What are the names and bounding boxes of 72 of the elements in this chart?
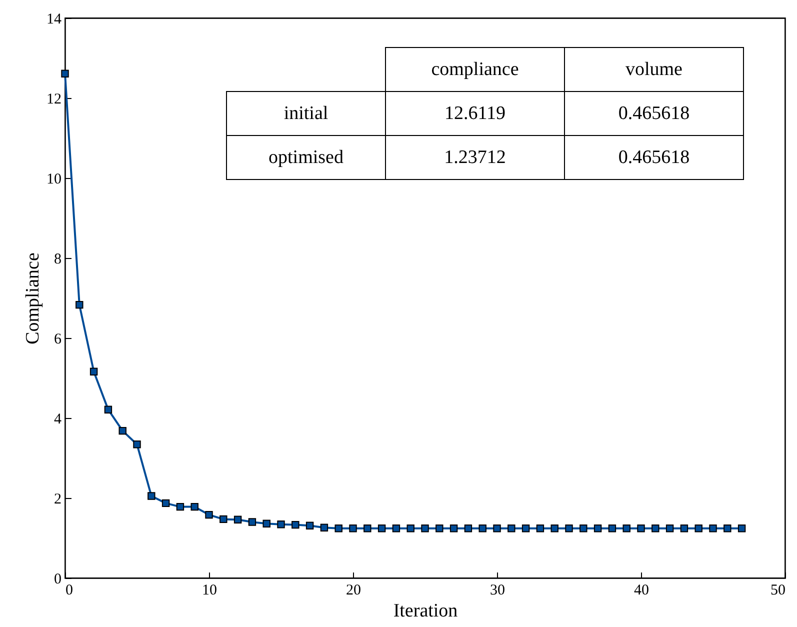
point [565,524,573,532]
point [522,524,530,532]
x-tick-label: 40 [634,582,649,598]
point [76,300,84,309]
point [61,70,69,78]
point [666,524,674,532]
point [622,524,630,532]
point [234,516,242,524]
point [306,522,314,530]
annotation: optimised [226,136,386,180]
x-tick-label: 20 [346,582,361,598]
point [724,524,732,532]
annotation: compliance [386,48,564,92]
point [378,524,386,532]
point [652,524,660,532]
y-tick-label: 0 [54,572,62,588]
point [220,515,228,524]
point [248,518,256,526]
point [421,524,429,532]
x-tick-label: 10 [202,582,217,598]
point [148,492,156,500]
point [550,524,558,532]
y-tick-label: 2 [54,492,62,508]
annotation: 0.465618 [564,136,744,180]
annotation: 1.23712 [386,136,564,180]
point [190,502,198,511]
point [262,520,270,528]
point [104,406,112,414]
y-tick-label: 14 [46,12,62,28]
y-tick-label: 10 [46,172,62,188]
annotation: volume [564,48,744,92]
x-tick-label: 30 [490,582,505,598]
point [334,524,342,532]
y-axis-title: Compliance [22,252,44,344]
point [436,524,444,532]
y-tick-label: 12 [46,92,62,108]
point [464,524,472,532]
point [608,524,616,532]
point [580,524,588,532]
point [118,426,126,435]
point [694,524,702,532]
point [176,502,184,511]
point [406,524,414,532]
point [680,524,688,532]
annotation: 12.6119 [386,92,564,136]
y-tick-label: 6 [54,332,62,348]
point [738,524,746,532]
annotation: initial [226,92,386,136]
point [508,524,516,532]
point [493,524,501,532]
point [277,520,285,528]
y-tick-label: 8 [54,252,62,268]
x-axis-title: Iteration [393,600,458,622]
point [90,368,98,376]
point [364,524,372,532]
x-tick-label: 50 [770,582,786,598]
point [478,524,486,532]
point [392,524,400,532]
point [292,520,300,529]
point [594,524,602,532]
point [320,524,328,532]
point [205,510,213,519]
point [349,524,357,532]
y-tick-label: 4 [54,412,62,428]
point [637,524,645,532]
annotation: 0.465618 [564,92,744,136]
point [709,524,717,532]
point [536,524,544,532]
point [162,499,170,508]
x-tick-label: 0 [66,582,73,598]
point [450,524,458,532]
point [133,440,141,448]
